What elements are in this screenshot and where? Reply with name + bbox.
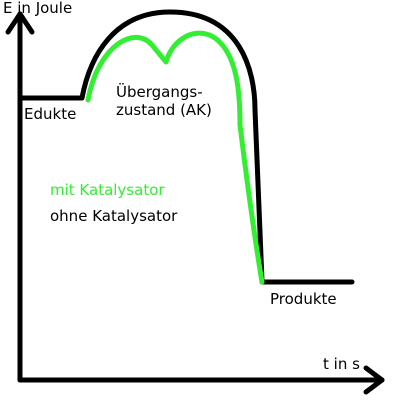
curve-with-catalyst [85,30,265,285]
transition-state-line-1: Übergangs- [116,83,203,101]
x-axis-arrow-icon [363,365,385,395]
transition-state-line-2: zustand (AK) [116,101,212,119]
transition-state-label: Übergangs- zustand (AK) [116,83,212,119]
products-label: Produkte [270,290,337,308]
y-axis-arrow-icon [5,11,35,35]
legend-without-catalyst: ohne Katalysator [50,207,178,225]
curve-without-catalyst [17,9,355,285]
x-axis-label: t in s [323,355,360,373]
reactants-label: Edukte [24,105,77,123]
legend-with-catalyst: mit Katalysator [50,181,165,199]
y-axis-label: E in Joule [3,0,73,17]
